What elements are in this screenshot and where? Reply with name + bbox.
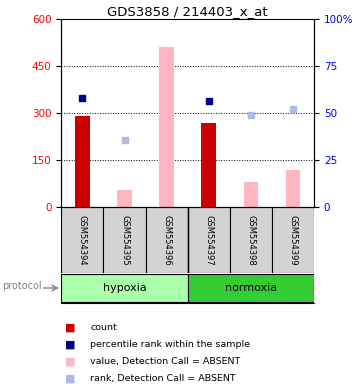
Bar	[61, 207, 104, 273]
Bar	[117, 190, 132, 207]
Text: count: count	[90, 323, 117, 332]
Text: GSM554399: GSM554399	[288, 215, 297, 265]
Text: GSM554396: GSM554396	[162, 215, 171, 265]
Text: hypoxia: hypoxia	[103, 283, 147, 293]
Bar	[201, 123, 216, 207]
Text: rank, Detection Call = ABSENT: rank, Detection Call = ABSENT	[90, 374, 236, 383]
Text: ■: ■	[65, 339, 75, 349]
Bar	[145, 207, 188, 273]
Text: GSM554398: GSM554398	[247, 215, 255, 265]
Text: GSM554394: GSM554394	[78, 215, 87, 265]
Text: percentile rank within the sample: percentile rank within the sample	[90, 340, 250, 349]
Bar	[286, 170, 300, 207]
Text: ■: ■	[65, 373, 75, 383]
Text: ■: ■	[65, 323, 75, 333]
Bar	[188, 274, 314, 302]
Text: normoxia: normoxia	[225, 283, 277, 293]
Title: GDS3858 / 214403_x_at: GDS3858 / 214403_x_at	[108, 5, 268, 18]
Bar	[272, 207, 314, 273]
Text: protocol: protocol	[2, 281, 42, 291]
Text: ■: ■	[65, 356, 75, 366]
Bar	[188, 207, 230, 273]
Bar	[75, 116, 90, 207]
Text: value, Detection Call = ABSENT: value, Detection Call = ABSENT	[90, 357, 240, 366]
Bar	[61, 274, 188, 302]
Bar	[104, 207, 145, 273]
Bar	[159, 47, 174, 207]
Bar	[230, 207, 272, 273]
Text: GSM554395: GSM554395	[120, 215, 129, 265]
Text: GSM554397: GSM554397	[204, 215, 213, 265]
Bar	[244, 182, 258, 207]
